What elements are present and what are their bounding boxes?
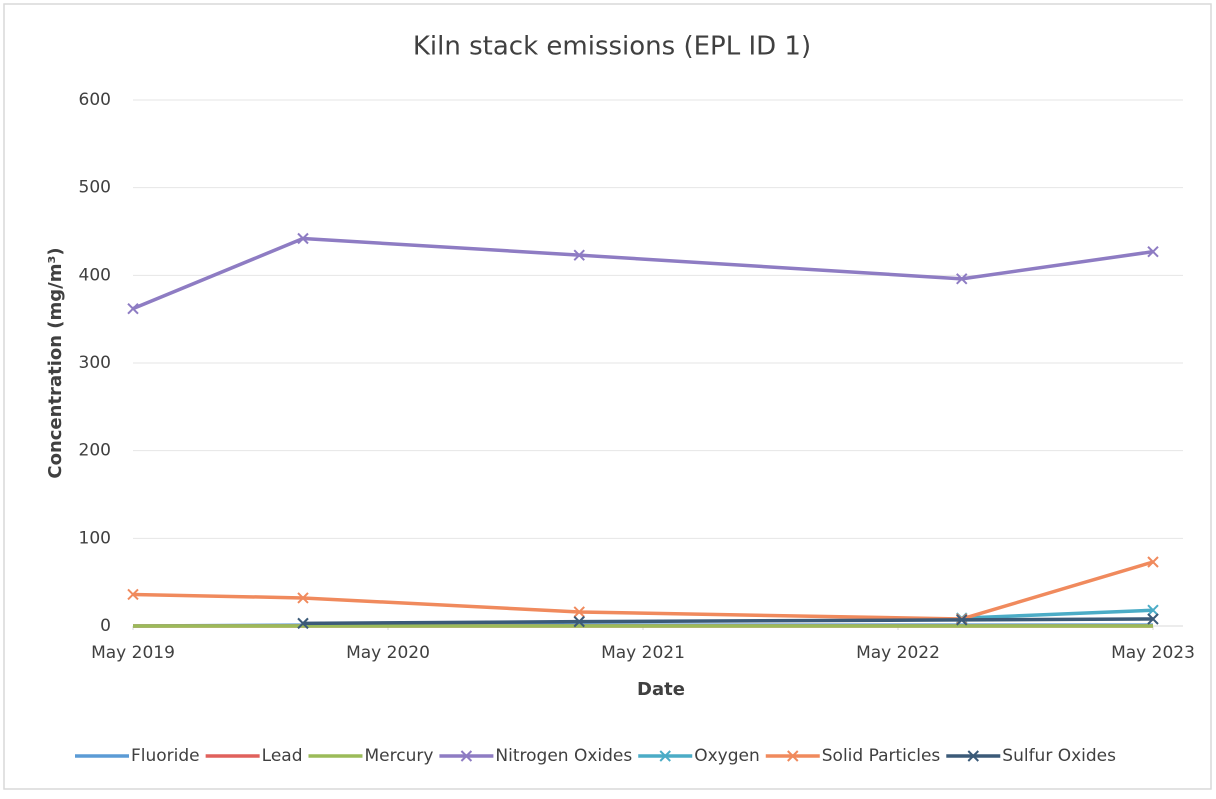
legend-label: Oxygen	[694, 746, 760, 766]
data-marker	[573, 615, 585, 628]
chart-border	[3, 3, 1212, 790]
legend-item: Sulfur Oxides	[946, 746, 1116, 766]
legend-item: Solid Particles	[765, 746, 941, 766]
legend-item: Lead	[205, 746, 303, 766]
chart-title: Kiln stack emissions (EPL ID 1)	[413, 32, 811, 62]
data-marker	[1147, 556, 1159, 568]
x-tick-label: May 2021	[601, 643, 685, 663]
data-marker	[573, 249, 585, 261]
legend-marker	[787, 750, 799, 762]
data-marker	[956, 273, 968, 285]
legend-label: Solid Particles	[822, 746, 941, 766]
y-tick-label: 600	[79, 90, 111, 110]
data-marker	[956, 614, 968, 626]
y-tick-label: 500	[79, 178, 111, 198]
data-marker	[297, 617, 309, 630]
legend-item: Oxygen	[638, 746, 760, 766]
data-marker	[127, 588, 139, 601]
y-tick-label: 100	[79, 528, 111, 548]
x-tick-label: May 2022	[856, 643, 940, 663]
y-tick-label: 300	[79, 353, 111, 373]
y-tick-label: 200	[79, 441, 111, 461]
series-line	[961, 608, 1154, 620]
legend-marker	[967, 750, 979, 762]
legend-item: Mercury	[308, 746, 433, 766]
y-axis-title: Concentration (mg/m³)	[45, 247, 66, 478]
data-marker	[297, 232, 309, 245]
legend-label: Sulfur Oxides	[1002, 746, 1116, 766]
data-marker	[1147, 604, 1159, 616]
legend-label: Mercury	[364, 746, 433, 766]
x-tick-label: May 2019	[91, 643, 175, 663]
y-tick-label: 0	[100, 616, 111, 636]
data-marker	[1147, 245, 1159, 258]
legend-item: Nitrogen Oxides	[439, 746, 632, 766]
x-axis-title: Date	[637, 679, 685, 700]
series-line	[302, 617, 1154, 626]
legend-marker	[659, 750, 671, 762]
y-tick-label: 400	[79, 265, 111, 285]
legend-item: Fluoride	[75, 746, 200, 766]
legend-marker	[460, 750, 473, 762]
data-marker	[573, 606, 585, 618]
legend-label: Fluoride	[131, 746, 200, 766]
data-marker	[127, 302, 139, 315]
legend-label: Lead	[262, 746, 303, 766]
data-marker	[1147, 613, 1159, 625]
x-tick-label: May 2020	[346, 643, 430, 663]
x-tick-label: May 2023	[1111, 643, 1195, 663]
data-marker	[297, 592, 309, 604]
legend-label: Nitrogen Oxides	[495, 746, 632, 766]
